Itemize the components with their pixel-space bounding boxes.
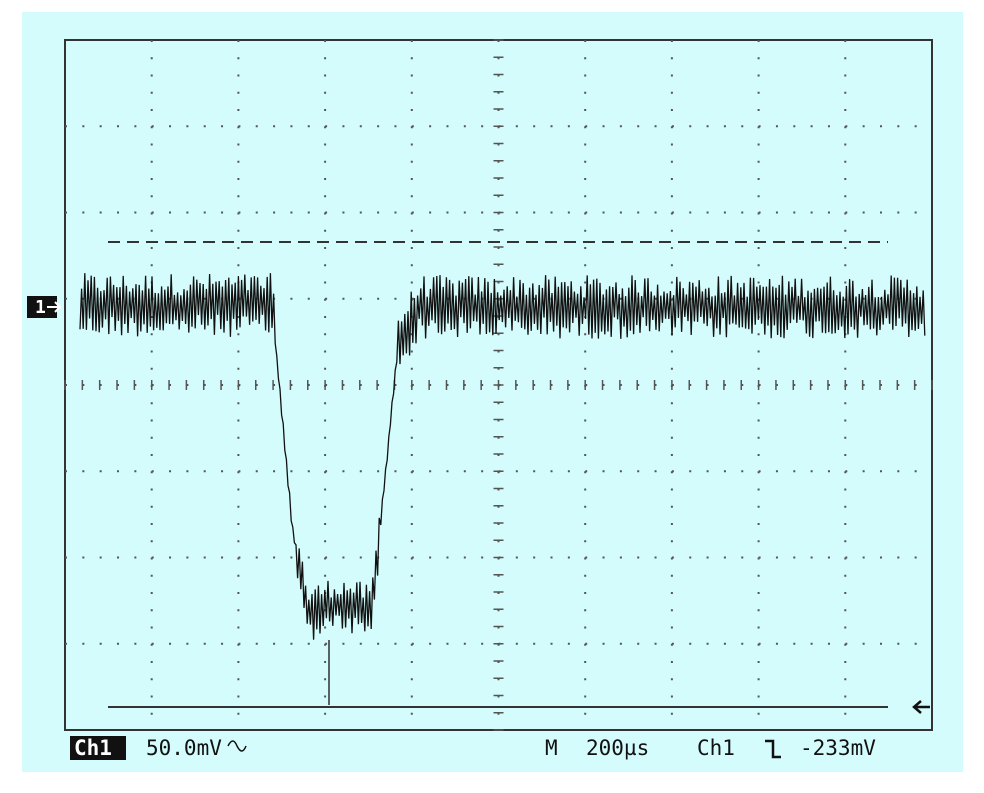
waveform [79, 273, 926, 705]
channel-label: Ch1 [74, 736, 112, 760]
panel [22, 12, 963, 772]
trigger-arrow [912, 700, 930, 714]
trigger-slope-icon [765, 739, 781, 759]
volts-per-div: 50.0mV [146, 736, 222, 760]
channel-marker: 1 [35, 297, 46, 318]
channel-marker-box [27, 296, 57, 318]
mode: M [545, 736, 558, 760]
marker-arrow [47, 301, 62, 313]
bw-limit-icon [227, 740, 247, 752]
time-per-div: 200µs [586, 736, 649, 760]
trigger-level: -233mV [800, 736, 876, 760]
channel-label-box [70, 736, 126, 760]
trigger-source: Ch1 [697, 736, 735, 760]
